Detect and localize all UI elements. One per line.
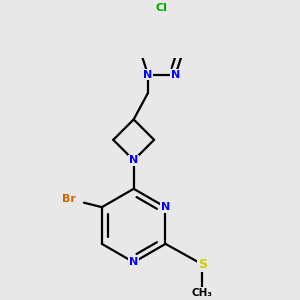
Text: Cl: Cl [156,3,168,13]
Text: N: N [161,202,170,212]
Text: N: N [171,70,180,80]
Text: CH₃: CH₃ [192,288,213,298]
Text: N: N [129,155,138,165]
Text: Br: Br [62,194,76,204]
Text: N: N [143,70,153,80]
Text: S: S [198,258,207,271]
Text: N: N [129,257,138,267]
